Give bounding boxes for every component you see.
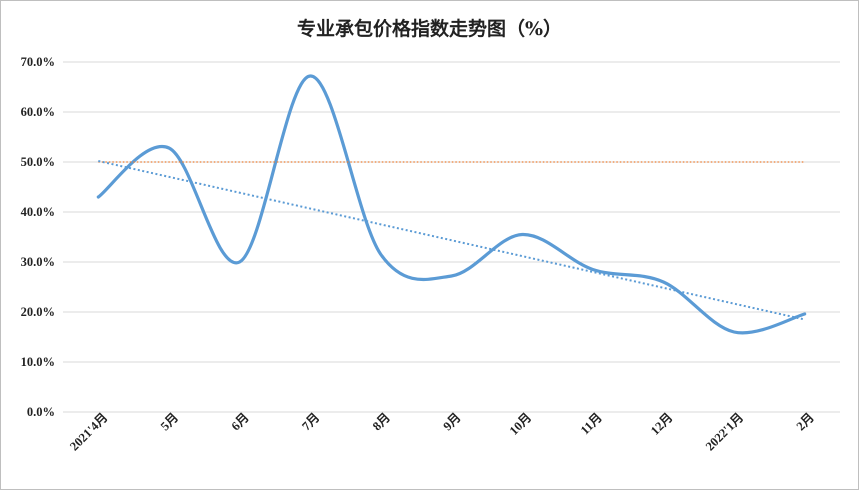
- y-tick-label: 40.0%: [21, 205, 55, 219]
- y-tick-label: 30.0%: [21, 255, 55, 269]
- chart-title: 专业承包价格指数走势图（%）: [296, 18, 563, 40]
- y-tick-label: 0.0%: [27, 405, 55, 419]
- series-line-trend: [98, 160, 805, 321]
- y-tick-label: 60.0%: [21, 105, 55, 119]
- x-tick-label: 5月: [158, 410, 181, 433]
- x-tick-label: 6月: [229, 410, 252, 433]
- x-tick-label: 12月: [648, 410, 676, 438]
- x-tick-label: 9月: [440, 410, 463, 433]
- y-tick-label: 20.0%: [21, 305, 55, 319]
- x-tick-label: 10月: [507, 410, 535, 438]
- x-tick-label: 2021'4月: [67, 410, 110, 453]
- y-tick-label: 50.0%: [21, 155, 55, 169]
- x-tick-label: 2022'1月: [703, 410, 746, 453]
- series-line-index: [96, 74, 807, 335]
- x-tick-label: 2月: [794, 410, 817, 433]
- x-tick-label: 7月: [299, 410, 322, 433]
- x-tick-label: 8月: [370, 410, 393, 433]
- y-tick-label: 70.0%: [21, 55, 55, 69]
- x-tick-label: 11月: [578, 410, 605, 437]
- y-tick-label: 10.0%: [21, 355, 55, 369]
